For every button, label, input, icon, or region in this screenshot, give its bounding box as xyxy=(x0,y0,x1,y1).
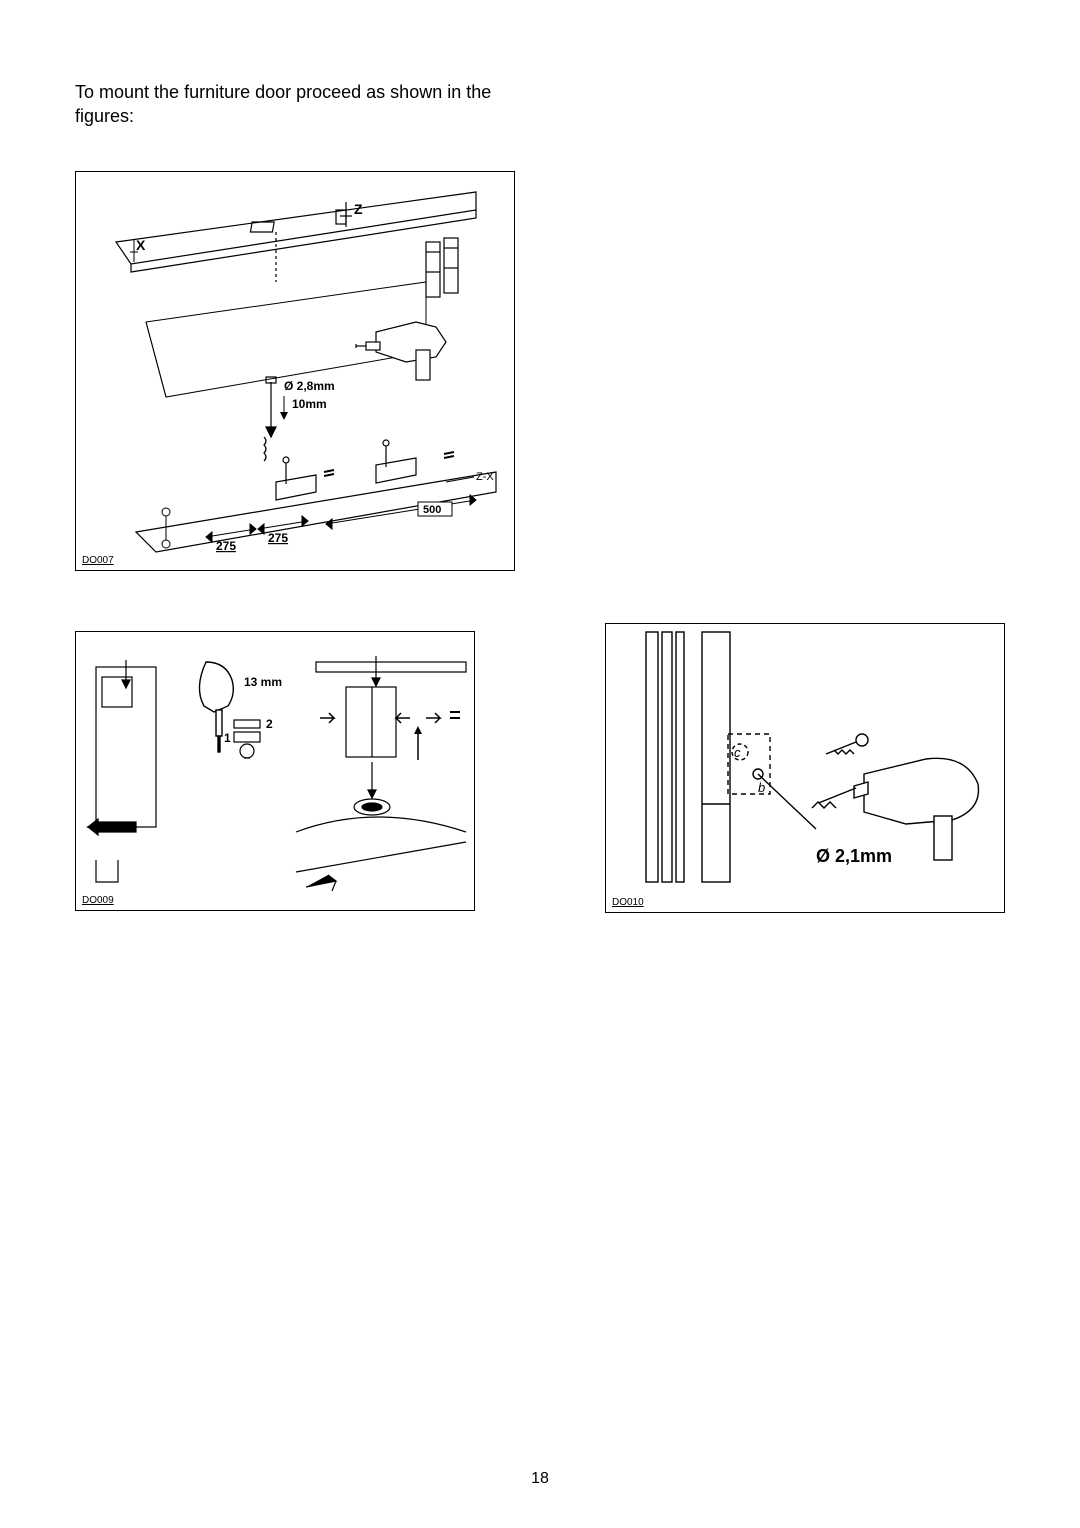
dim-275a: 275 xyxy=(216,539,236,553)
dim-500: 500 xyxy=(423,504,441,516)
figure-id: DO010 xyxy=(612,897,644,908)
drill-depth: 10mm xyxy=(292,397,327,411)
label-zx: Z-X xyxy=(476,471,494,483)
page-number: 18 xyxy=(0,1470,1080,1488)
diagram-do007: X Z xyxy=(76,172,516,572)
diagram-do009: 13 mm 2 1 xyxy=(76,632,476,912)
intro-text: To mount the furniture door proceed as s… xyxy=(75,80,595,129)
figure-id: DO009 xyxy=(82,895,114,906)
intro-line1: To mount the furniture door proceed as s… xyxy=(75,82,491,102)
drill-diameter: Ø 2,8mm xyxy=(284,379,335,393)
dim-275b: 275 xyxy=(268,531,288,545)
figure-do009: 13 mm 2 1 xyxy=(75,631,475,911)
diagram-do010: c b Ø 2,1mm xyxy=(606,624,1006,914)
figure-id: DO007 xyxy=(82,555,114,566)
label-c: c xyxy=(734,745,741,760)
figure-do010: c b Ø 2,1mm DO010 xyxy=(605,623,1005,913)
page: To mount the furniture door proceed as s… xyxy=(0,0,1080,1528)
dim-13mm: 13 mm xyxy=(244,675,282,689)
intro-line2: figures: xyxy=(75,106,134,126)
figure-do007: X Z xyxy=(75,171,515,571)
figure-row: 13 mm 2 1 xyxy=(75,631,1005,913)
label-x: X xyxy=(136,237,146,253)
label-b: b xyxy=(758,780,765,795)
drill-diameter: Ø 2,1mm xyxy=(816,846,892,866)
label-z: Z xyxy=(354,201,363,217)
label-2: 2 xyxy=(266,717,273,731)
label-1: 1 xyxy=(224,731,231,745)
